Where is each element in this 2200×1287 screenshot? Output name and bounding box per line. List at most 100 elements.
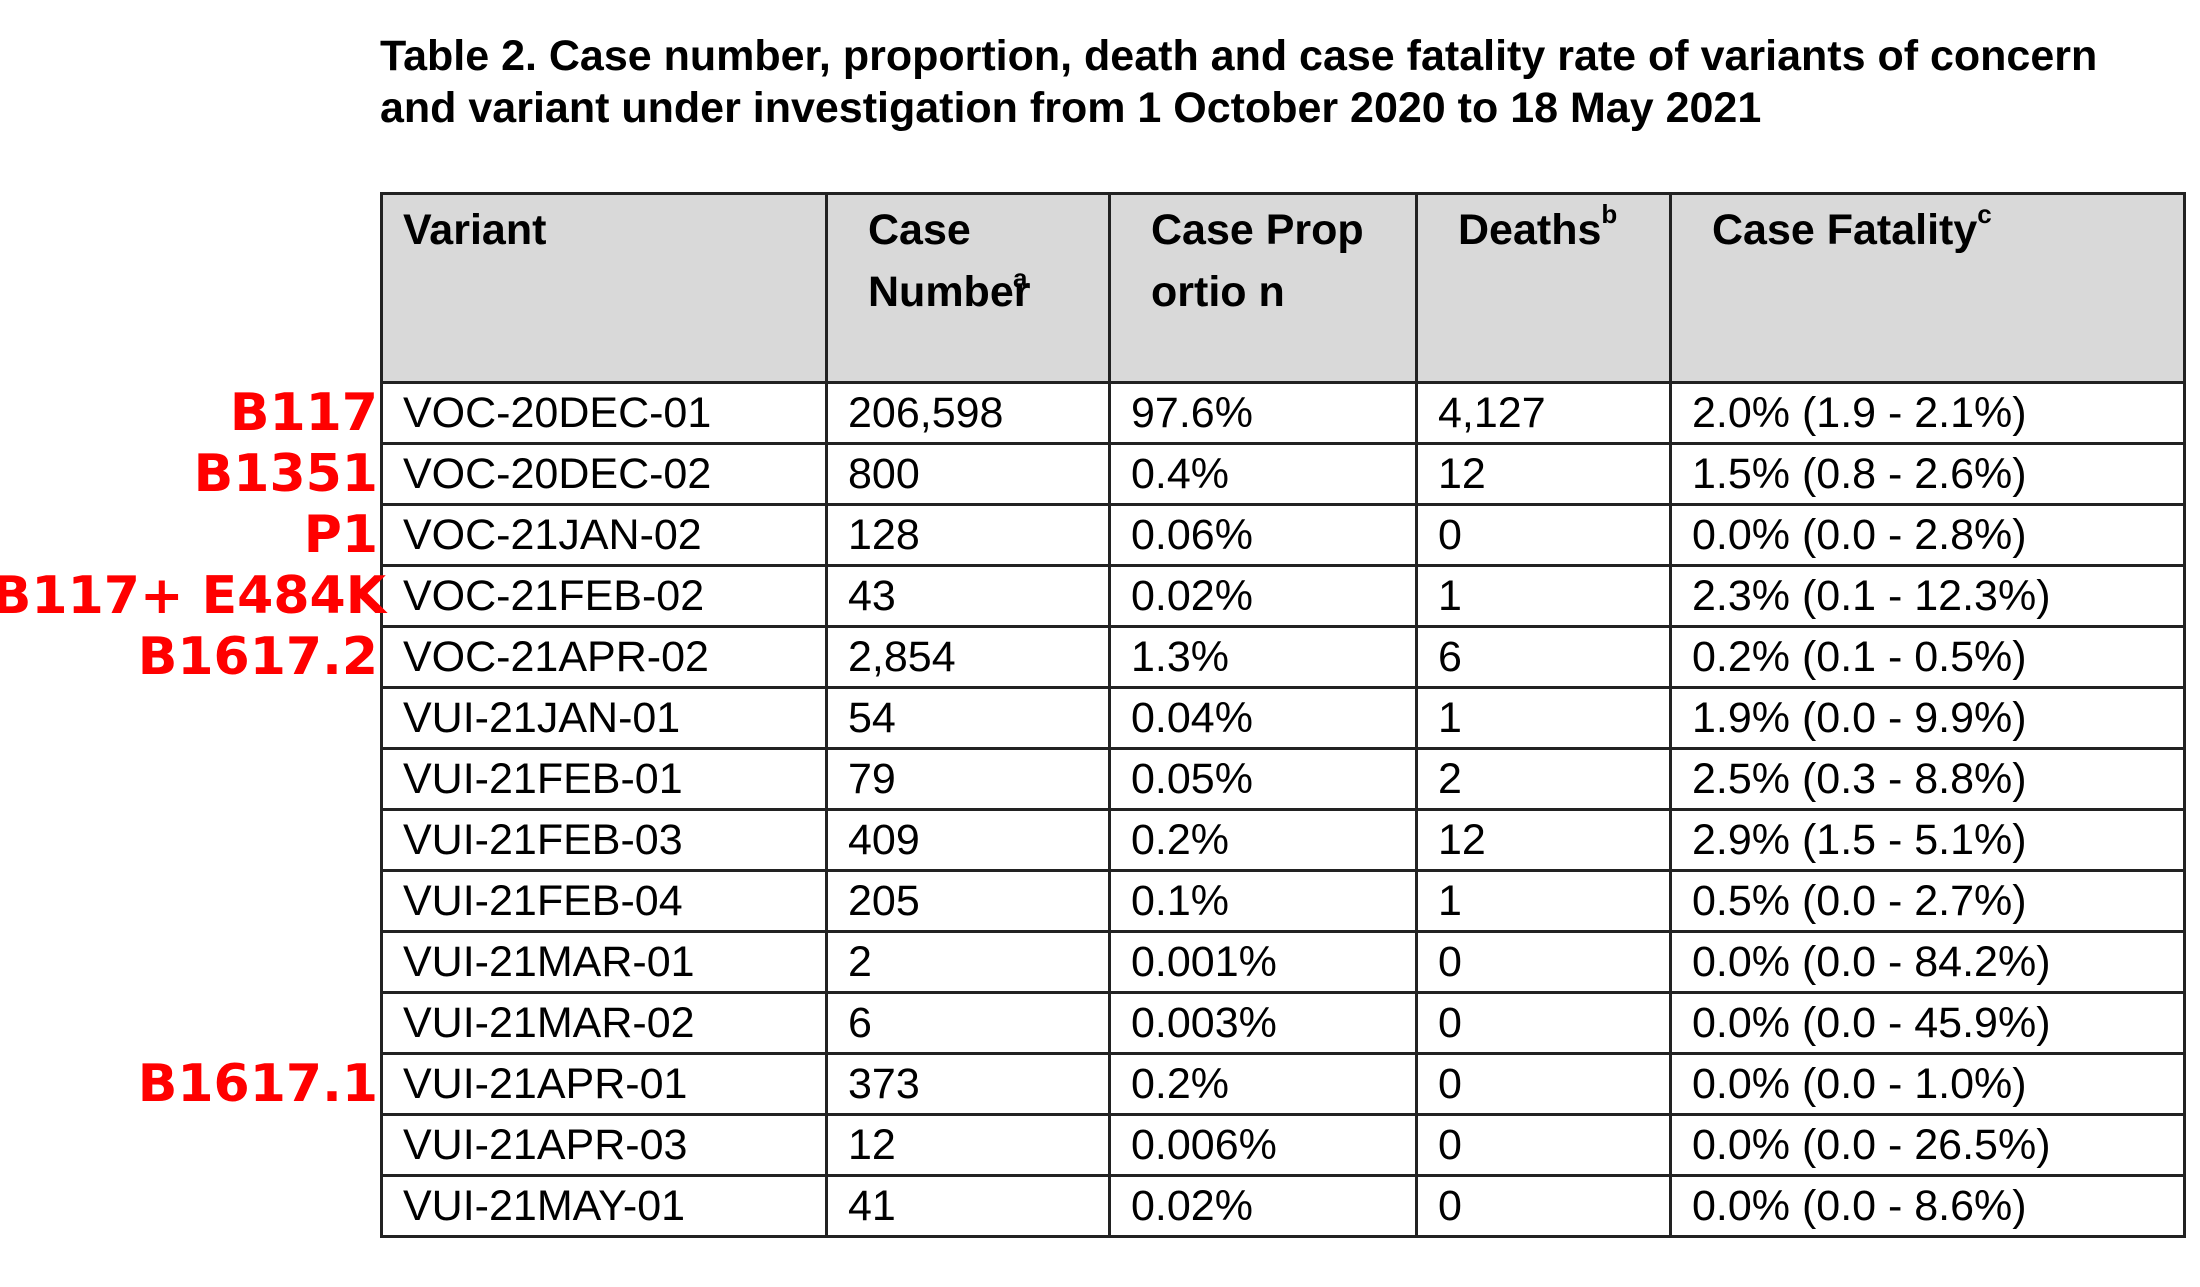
cell-case-proportion: 0.4% [1108, 442, 1418, 506]
header-case-number-wrap: Case Numbera [828, 199, 1108, 323]
cell-variant: VUI-21FEB-04 [380, 869, 828, 933]
table-header: Variant Case Numbera Case Proportio n De… [380, 192, 2186, 384]
table-row: VUI-21APR-03 12 0.006% 0 0.0% (0.0 - 26.5%) [380, 1113, 2186, 1177]
cell-case-fatality: 0.0% (0.0 - 26.5%) [1669, 1113, 2186, 1177]
table-row: VUI-21FEB-03 409 0.2% 12 2.9% (1.5 - 5.1%) [380, 808, 2186, 872]
cell-deaths: 0 [1415, 1174, 1672, 1238]
cell-case-number: 800 [825, 442, 1111, 506]
footnote-marker-b: b [1601, 198, 1618, 229]
cell-deaths: 0 [1415, 1052, 1672, 1116]
cell-case-proportion: 97.6% [1108, 381, 1418, 445]
cell-deaths: 6 [1415, 625, 1672, 689]
cell-case-number: 128 [825, 503, 1111, 567]
cell-variant: VUI-21MAY-01 [380, 1174, 828, 1238]
table-title: Table 2. Case number, proportion, death … [380, 32, 2098, 132]
cell-case-fatality: 2.3% (0.1 - 12.3%) [1669, 564, 2186, 628]
cell-case-number: 43 [825, 564, 1111, 628]
cell-deaths: 2 [1415, 747, 1672, 811]
cell-deaths: 0 [1415, 991, 1672, 1055]
cell-case-proportion: 0.2% [1108, 808, 1418, 872]
header-row: Variant Case Numbera Case Proportio n De… [380, 192, 2186, 384]
cell-case-fatality: 0.0% (0.0 - 1.0%) [1669, 1052, 2186, 1116]
cell-case-number: 12 [825, 1113, 1111, 1177]
header-case-number: Case Numbera [825, 192, 1111, 384]
cell-variant: VOC-20DEC-01 [380, 381, 828, 445]
cell-case-fatality: 0.0% (0.0 - 2.8%) [1669, 503, 2186, 567]
cell-case-proportion: 1.3% [1108, 625, 1418, 689]
header-variant: Variant [380, 192, 828, 384]
footnote-marker-c: c [1977, 198, 1992, 229]
cell-case-proportion: 0.1% [1108, 869, 1418, 933]
table-body: VOC-20DEC-01 206,598 97.6% 4,127 2.0% (1.9 -… [380, 381, 2186, 1238]
cell-variant: VOC-21APR-02 [380, 625, 828, 689]
cell-case-fatality: 0.0% (0.0 - 84.2%) [1669, 930, 2186, 994]
cell-case-proportion: 0.04% [1108, 686, 1418, 750]
cell-case-proportion: 0.05% [1108, 747, 1418, 811]
cell-variant: VOC-21JAN-02 [380, 503, 828, 567]
cell-case-proportion: 0.02% [1108, 564, 1418, 628]
table-row: VUI-21FEB-01 79 0.05% 2 2.5% (0.3 - 8.8%) [380, 747, 2186, 811]
table-row: VOC-21APR-02 2,854 1.3% 6 0.2% (0.1 - 0.5%) [380, 625, 2186, 689]
cell-deaths: 0 [1415, 930, 1672, 994]
cell-case-fatality: 0.0% (0.0 - 8.6%) [1669, 1174, 2186, 1238]
cell-deaths: 1 [1415, 869, 1672, 933]
table-row: VUI-21MAR-02 6 0.003% 0 0.0% (0.0 - 45.9%) [380, 991, 2186, 1055]
table-row: VUI-21APR-01 373 0.2% 0 0.0% (0.0 - 1.0%) [380, 1052, 2186, 1116]
table-row: VUI-21MAR-01 2 0.001% 0 0.0% (0.0 - 84.2%) [380, 930, 2186, 994]
cell-variant: VUI-21JAN-01 [380, 686, 828, 750]
lineage-label: B117+ E484K [0, 566, 386, 626]
header-case-fatality-label: Case Fatality [1712, 206, 1978, 254]
table-row: VUI-21FEB-04 205 0.1% 1 0.5% (0.0 - 2.7%) [380, 869, 2186, 933]
cell-case-number: 54 [825, 686, 1111, 750]
cell-deaths: 0 [1415, 1113, 1672, 1177]
lineage-annotations: B117 B1351 P1 B117+ E484K B1617.2 B1617.1 [0, 0, 386, 1287]
table-row: VOC-20DEC-02 800 0.4% 12 1.5% (0.8 - 2.6%) [380, 442, 2186, 506]
cell-case-fatality: 2.5% (0.3 - 8.8%) [1669, 747, 2186, 811]
cell-case-fatality: 1.9% (0.0 - 9.9%) [1669, 686, 2186, 750]
cell-case-number: 206,598 [825, 381, 1111, 445]
cell-case-proportion: 0.02% [1108, 1174, 1418, 1238]
cell-case-number: 205 [825, 869, 1111, 933]
table-row: VUI-21MAY-01 41 0.02% 0 0.0% (0.0 - 8.6%) [380, 1174, 2186, 1238]
cell-deaths: 1 [1415, 686, 1672, 750]
footnote-marker-a: a [1013, 262, 1028, 293]
cell-case-number: 2 [825, 930, 1111, 994]
cell-variant: VUI-21APR-01 [380, 1052, 828, 1116]
table-row: VUI-21JAN-01 54 0.04% 1 1.9% (0.0 - 9.9%) [380, 686, 2186, 750]
header-deaths-label: Deaths [1458, 206, 1602, 254]
cell-variant: VOC-20DEC-02 [380, 442, 828, 506]
table-row: VOC-21FEB-02 43 0.02% 1 2.3% (0.1 - 12.3%) [380, 564, 2186, 628]
header-case-proportion-label: Case Proportio n [1151, 206, 1364, 316]
lineage-label: P1 [303, 505, 378, 565]
cell-deaths: 4,127 [1415, 381, 1672, 445]
cell-case-number: 373 [825, 1052, 1111, 1116]
table-row: VOC-20DEC-01 206,598 97.6% 4,127 2.0% (1.9 -… [380, 381, 2186, 445]
cell-variant: VUI-21MAR-01 [380, 930, 828, 994]
cell-deaths: 0 [1415, 503, 1672, 567]
lineage-label: B1617.1 [137, 1054, 378, 1114]
cell-case-proportion: 0.001% [1108, 930, 1418, 994]
header-variant-label: Variant [403, 206, 547, 254]
cell-case-fatality: 2.9% (1.5 - 5.1%) [1669, 808, 2186, 872]
cell-case-number: 2,854 [825, 625, 1111, 689]
cell-variant: VOC-21FEB-02 [380, 564, 828, 628]
cell-case-proportion: 0.003% [1108, 991, 1418, 1055]
header-deaths: Deathsb [1415, 192, 1672, 384]
cell-deaths: 12 [1415, 442, 1672, 506]
cell-deaths: 1 [1415, 564, 1672, 628]
cell-case-number: 79 [825, 747, 1111, 811]
header-case-number-label: Case Number [868, 206, 1031, 316]
lineage-label: B117 [229, 383, 378, 443]
cell-deaths: 12 [1415, 808, 1672, 872]
lineage-label: B1351 [193, 444, 378, 504]
lineage-label: B1617.2 [137, 627, 378, 687]
cell-case-number: 409 [825, 808, 1111, 872]
table-row: VOC-21JAN-02 128 0.06% 0 0.0% (0.0 - 2.8%) [380, 503, 2186, 567]
header-case-proportion: Case Proportio n [1108, 192, 1418, 384]
cell-case-fatality: 0.5% (0.0 - 2.7%) [1669, 869, 2186, 933]
cell-case-proportion: 0.06% [1108, 503, 1418, 567]
cell-case-fatality: 0.2% (0.1 - 0.5%) [1669, 625, 2186, 689]
cell-variant: VUI-21MAR-02 [380, 991, 828, 1055]
header-case-fatality-wrap: Case Fatalityc [1672, 199, 2183, 261]
cell-variant: VUI-21FEB-01 [380, 747, 828, 811]
